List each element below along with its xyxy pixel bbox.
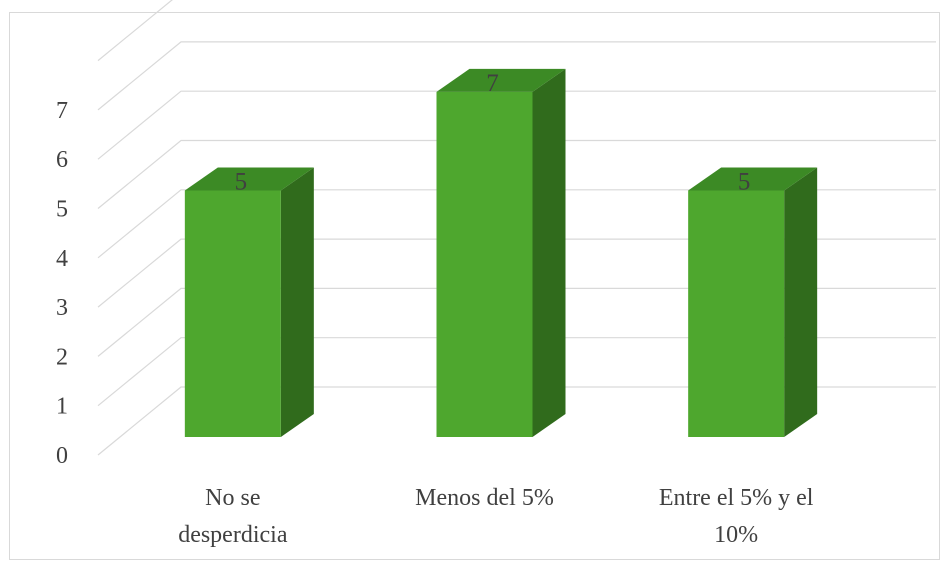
gridline bbox=[97, 238, 936, 308]
gridline bbox=[97, 287, 936, 357]
gridline bbox=[97, 386, 936, 456]
bar-side bbox=[784, 167, 818, 437]
bar bbox=[436, 68, 566, 438]
x-category-label: Menos del 5% bbox=[415, 485, 554, 511]
bar bbox=[184, 167, 314, 437]
y-tick-label: 4 bbox=[56, 246, 68, 272]
bar-front bbox=[688, 190, 785, 437]
y-tick-label: 0 bbox=[56, 443, 68, 469]
gridline bbox=[97, 139, 936, 209]
bar-side bbox=[280, 167, 314, 437]
y-tick-label: 7 bbox=[56, 98, 68, 124]
data-label: 7 bbox=[486, 70, 499, 97]
gridline bbox=[97, 0, 173, 62]
bar-top bbox=[688, 167, 818, 191]
bar-front bbox=[184, 190, 281, 437]
data-label: 5 bbox=[235, 169, 248, 196]
x-category-label: desperdicia bbox=[178, 522, 288, 548]
y-tick-label: 6 bbox=[56, 147, 68, 173]
bar-side bbox=[532, 68, 566, 438]
x-category-label: No se bbox=[205, 485, 260, 511]
gridline bbox=[97, 90, 936, 160]
bar-top bbox=[184, 167, 314, 191]
gridline bbox=[97, 189, 936, 259]
bar-top bbox=[436, 68, 566, 92]
y-tick-label: 3 bbox=[56, 295, 68, 321]
gridline bbox=[97, 337, 936, 407]
x-category-label: 10% bbox=[714, 522, 758, 548]
y-tick-label: 2 bbox=[56, 344, 68, 370]
bar-front bbox=[436, 91, 533, 438]
x-category-label: Entre el 5% y el bbox=[659, 485, 814, 511]
data-label: 5 bbox=[738, 169, 751, 196]
bar bbox=[688, 167, 818, 437]
y-tick-label: 1 bbox=[56, 394, 68, 420]
gridline bbox=[97, 41, 936, 111]
y-tick-label: 5 bbox=[56, 197, 68, 223]
